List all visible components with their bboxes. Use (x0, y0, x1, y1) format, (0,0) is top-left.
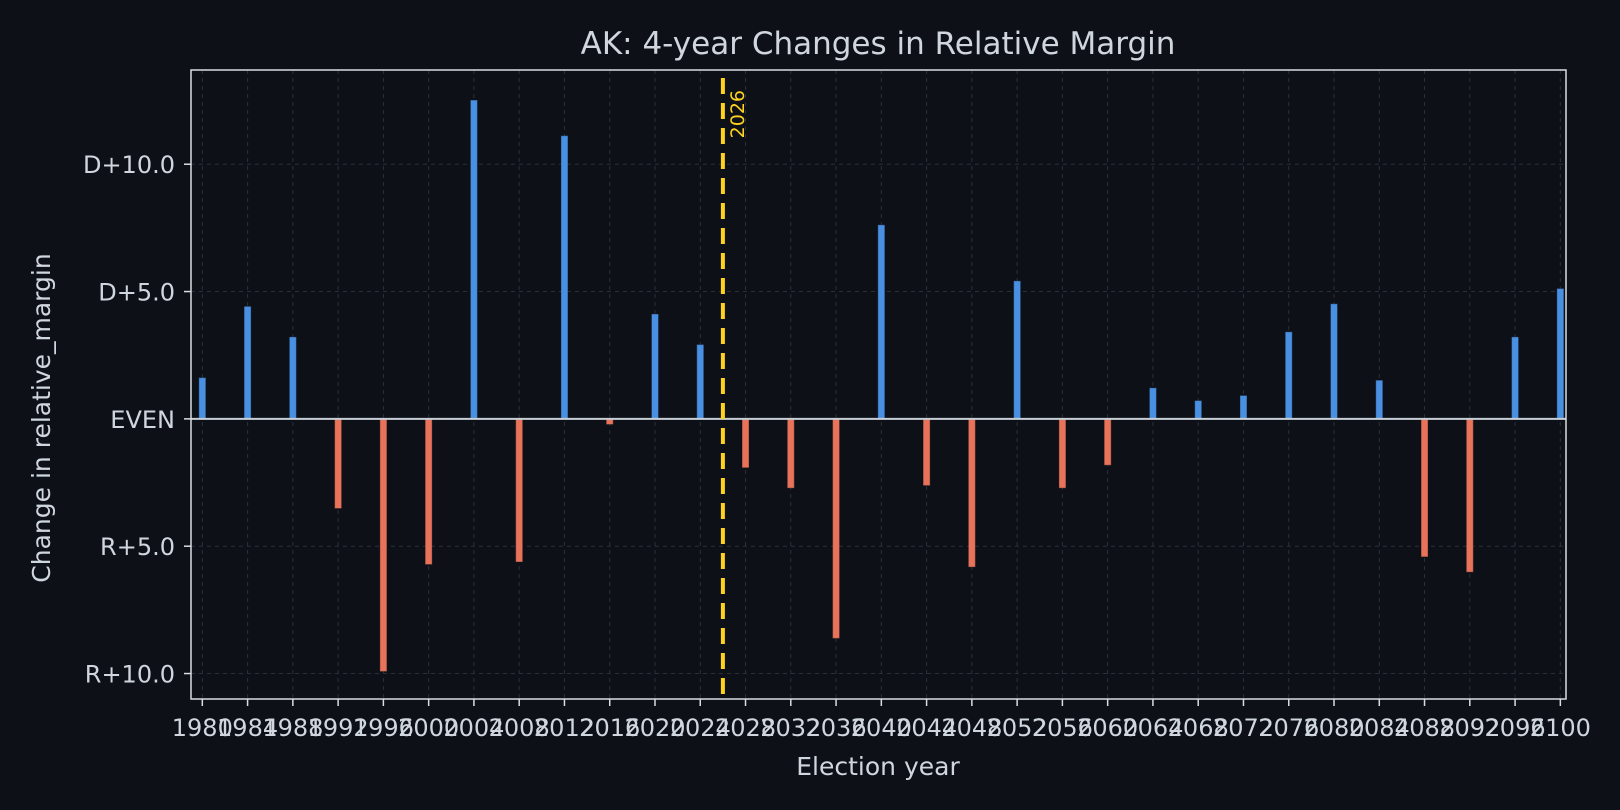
bar (1330, 303, 1338, 420)
x-tick-label: 2072 (1213, 714, 1274, 742)
y-tick-label: EVEN (110, 406, 175, 434)
x-tick-label: 2016 (579, 714, 640, 742)
x-tick-label: 1988 (262, 714, 323, 742)
y-axis-ticks: D+10.0 D+5.0 EVEN R+5.0 R+10.0 (83, 151, 191, 689)
x-tick-label: 2020 (624, 714, 685, 742)
bar (787, 418, 795, 489)
x-tick-label: 2068 (1168, 714, 1229, 742)
bar (651, 313, 659, 420)
y-axis-label: Change in relative_margin (27, 253, 56, 582)
bar (379, 418, 387, 672)
chart-title: AK: 4-year Changes in Relative Margin (581, 26, 1176, 62)
bar (198, 377, 206, 420)
bars (198, 100, 1564, 672)
y-tick-label: R+10.0 (85, 661, 175, 689)
x-tick-label: 2064 (1122, 714, 1183, 742)
x-tick-label: 2032 (760, 714, 821, 742)
x-tick-label: 2056 (1032, 714, 1093, 742)
x-tick-label: 2076 (1258, 714, 1319, 742)
marker-label: 2026 (727, 90, 749, 138)
bar (560, 135, 568, 420)
x-axis-ticks: 1980198419881992199620002004200820122016… (172, 699, 1591, 742)
x-tick-label: 2060 (1077, 714, 1138, 742)
bar (1511, 336, 1519, 420)
y-tick-label: D+5.0 (98, 279, 175, 307)
x-tick-label: 2052 (987, 714, 1048, 742)
x-tick-label: 2100 (1530, 714, 1591, 742)
x-tick-label: 2044 (896, 714, 957, 742)
bar (515, 418, 523, 562)
bar (923, 418, 931, 486)
x-tick-label: 1992 (308, 714, 369, 742)
bar (696, 344, 704, 420)
bar (1058, 418, 1066, 489)
bar (334, 418, 342, 509)
x-tick-label: 2092 (1439, 714, 1500, 742)
bar (877, 224, 885, 420)
bar (470, 100, 478, 420)
y-tick-label: D+10.0 (83, 151, 175, 179)
x-tick-label: 2012 (534, 714, 595, 742)
y-tick-label: R+5.0 (100, 533, 175, 561)
x-tick-label: 2036 (806, 714, 867, 742)
bar (244, 306, 252, 420)
x-tick-label: 2000 (398, 714, 459, 742)
bar (1194, 400, 1202, 420)
bar (968, 418, 976, 568)
bar (1149, 387, 1157, 420)
bar (1104, 418, 1112, 466)
x-tick-label: 2048 (941, 714, 1002, 742)
bar (425, 418, 433, 565)
plot-frame (190, 69, 1567, 700)
bar (1421, 418, 1429, 557)
x-tick-label: 2096 (1485, 714, 1546, 742)
bar (742, 418, 750, 468)
bar (1239, 395, 1247, 420)
x-tick-label: 2088 (1394, 714, 1455, 742)
bar (1466, 418, 1474, 573)
bar (289, 336, 297, 420)
x-tick-label: 2040 (851, 714, 912, 742)
x-tick-label: 1980 (172, 714, 233, 742)
x-tick-label: 2084 (1349, 714, 1410, 742)
bar (1375, 380, 1383, 420)
x-tick-label: 2004 (443, 714, 504, 742)
x-tick-label: 1984 (217, 714, 278, 742)
x-axis-label: Election year (796, 752, 960, 781)
bar (1285, 331, 1293, 420)
x-tick-label: 2024 (670, 714, 731, 742)
x-tick-label: 1996 (353, 714, 414, 742)
year-marker: 2026 (720, 78, 749, 699)
bar (832, 418, 840, 639)
bar (1556, 288, 1564, 420)
x-tick-label: 2028 (715, 714, 776, 742)
x-tick-label: 2080 (1303, 714, 1364, 742)
x-tick-label: 2008 (489, 714, 550, 742)
bar (1013, 280, 1021, 420)
